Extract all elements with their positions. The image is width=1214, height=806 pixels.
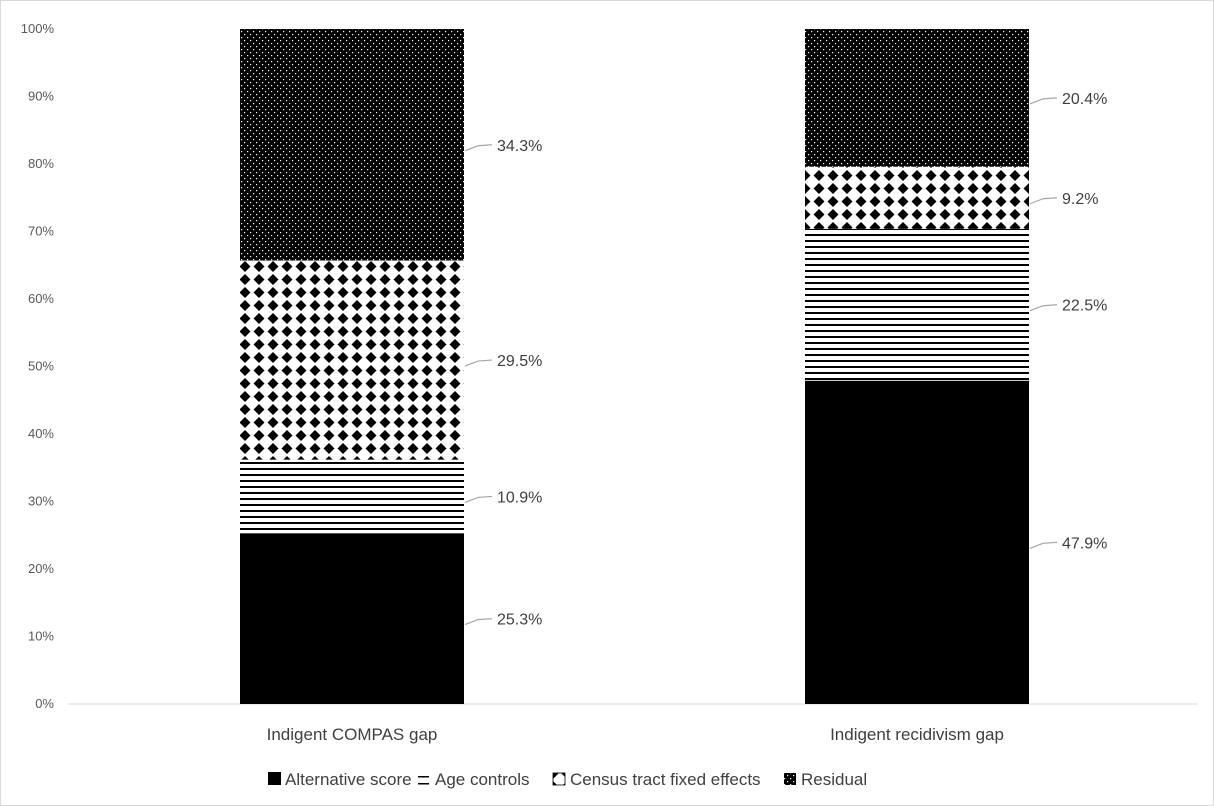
legend-swatch-age-controls xyxy=(418,776,429,785)
leader-line xyxy=(464,618,493,626)
legend: Alternative score Age controls Census trac… xyxy=(268,770,867,789)
y-tick-label: 80% xyxy=(28,156,54,171)
data-label: 22.5% xyxy=(1062,298,1107,315)
leader-line xyxy=(1029,541,1058,549)
leader-line xyxy=(464,144,493,152)
leader-line xyxy=(1029,97,1058,105)
y-tick-label: 20% xyxy=(28,561,54,576)
data-label: 47.9% xyxy=(1062,535,1107,552)
bar-segment-alternative-score xyxy=(240,533,464,704)
y-tick-label: 100% xyxy=(21,21,55,36)
y-tick-label: 50% xyxy=(28,359,54,374)
bar-segment-census-tract-fixed-effects xyxy=(805,166,1029,229)
legend-swatch-residual xyxy=(784,773,796,785)
y-tick-label: 60% xyxy=(28,291,54,306)
legend-swatch-alternative-score xyxy=(268,772,281,785)
y-tick-label: 40% xyxy=(28,426,54,441)
bar-segment-residual xyxy=(805,29,1029,167)
legend-label-age-controls: Age controls xyxy=(435,770,530,789)
bars-group xyxy=(240,29,1029,704)
legend-label-residual: Residual xyxy=(801,770,867,789)
leader-line xyxy=(1029,197,1058,205)
category-label: Indigent recidivism gap xyxy=(830,725,1004,744)
y-tick-label: 30% xyxy=(28,494,54,509)
data-label: 29.5% xyxy=(497,353,542,370)
leader-line xyxy=(1029,304,1058,312)
data-labels-group: 25.3% 10.9% 29.5% 34.3% 47.9% 22.5% 9.2% 20.4% xyxy=(464,91,1107,629)
legend-label-census-tract-fixed-effects: Census tract fixed effects xyxy=(570,770,761,789)
data-label: 20.4% xyxy=(1062,91,1107,108)
bar-segment-residual xyxy=(240,29,464,261)
bar-segment-alternative-score xyxy=(805,380,1029,704)
y-axis-ticks: 0% 10% 20% 30% 40% 50% 60% 70% 80% 90% 100% xyxy=(21,21,55,711)
leader-line xyxy=(464,495,493,503)
y-tick-label: 90% xyxy=(28,89,54,104)
bar-segment-census-tract-fixed-effects xyxy=(240,260,464,460)
data-label: 9.2% xyxy=(1062,191,1098,208)
y-tick-label: 70% xyxy=(28,224,54,239)
category-label: Indigent COMPAS gap xyxy=(267,725,438,744)
data-label: 34.3% xyxy=(497,138,542,155)
bar-segment-age-controls xyxy=(805,228,1029,381)
legend-swatch-census-tract-fixed-effects xyxy=(552,772,566,786)
data-label: 10.9% xyxy=(497,489,542,506)
y-tick-label: 0% xyxy=(35,696,54,711)
y-tick-label: 10% xyxy=(28,629,54,644)
category-labels-group: Indigent COMPAS gap Indigent recidivism g… xyxy=(267,725,1004,744)
legend-label-alternative-score: Alternative score xyxy=(285,770,412,789)
bar-segment-age-controls xyxy=(240,459,464,534)
data-label: 25.3% xyxy=(497,612,542,629)
leader-line xyxy=(464,359,493,367)
